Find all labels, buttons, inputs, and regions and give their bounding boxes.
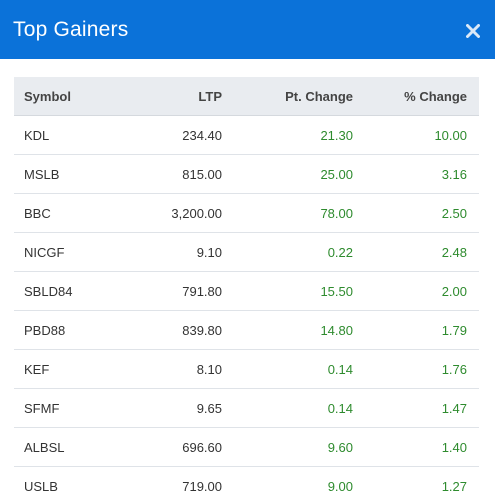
symbol-cell[interactable]: MSLB — [14, 154, 119, 194]
pt-change-cell: 0.22 — [222, 232, 353, 272]
pct-change-cell: 1.79 — [353, 310, 479, 350]
table-row[interactable]: ALBSL 696.60 9.60 1.40 — [14, 427, 479, 467]
symbol-cell[interactable]: KEF — [14, 349, 119, 389]
modal-title: Top Gainers — [13, 17, 129, 41]
pt-change-cell: 21.30 — [222, 115, 353, 155]
pct-change-cell: 3.16 — [353, 154, 479, 194]
ltp-cell: 9.10 — [119, 232, 222, 272]
ltp-cell: 696.60 — [119, 427, 222, 467]
table-row[interactable]: PBD88 839.80 14.80 1.79 — [14, 310, 479, 350]
symbol-cell[interactable]: USLB — [14, 466, 119, 499]
symbol-cell[interactable]: PBD88 — [14, 310, 119, 350]
pt-change-cell: 78.00 — [222, 193, 353, 233]
ltp-cell: 815.00 — [119, 154, 222, 194]
symbol-cell[interactable]: SFMF — [14, 388, 119, 428]
ltp-cell: 234.40 — [119, 115, 222, 155]
modal-header: Top Gainers — [0, 0, 495, 59]
ltp-cell: 839.80 — [119, 310, 222, 350]
pt-change-cell: 25.00 — [222, 154, 353, 194]
table-row[interactable]: MSLB 815.00 25.00 3.16 — [14, 154, 479, 194]
pct-change-cell: 2.48 — [353, 232, 479, 272]
column-header-pt-change[interactable]: Pt. Change — [222, 77, 353, 116]
table-body: KDL 234.40 21.30 10.00 MSLB 815.00 25.00… — [14, 115, 479, 499]
symbol-cell[interactable]: ALBSL — [14, 427, 119, 467]
pct-change-cell: 10.00 — [353, 115, 479, 155]
table-row[interactable]: KEF 8.10 0.14 1.76 — [14, 349, 479, 389]
symbol-cell[interactable]: NICGF — [14, 232, 119, 272]
table-row[interactable]: BBC 3,200.00 78.00 2.50 — [14, 193, 479, 233]
ltp-cell: 9.65 — [119, 388, 222, 428]
ltp-cell: 8.10 — [119, 349, 222, 389]
table-row[interactable]: SFMF 9.65 0.14 1.47 — [14, 388, 479, 428]
table-row[interactable]: KDL 234.40 21.30 10.00 — [14, 115, 479, 155]
table-row[interactable]: NICGF 9.10 0.22 2.48 — [14, 232, 479, 272]
pct-change-cell: 1.76 — [353, 349, 479, 389]
gainers-table-container: Symbol LTP Pt. Change % Change KDL 234.4… — [14, 77, 479, 499]
table-header-row: Symbol LTP Pt. Change % Change — [14, 77, 479, 116]
symbol-cell[interactable]: BBC — [14, 193, 119, 233]
ltp-cell: 719.00 — [119, 466, 222, 499]
close-button[interactable] — [464, 22, 482, 40]
ltp-cell: 3,200.00 — [119, 193, 222, 233]
table-row[interactable]: SBLD84 791.80 15.50 2.00 — [14, 271, 479, 311]
pct-change-cell: 2.50 — [353, 193, 479, 233]
pct-change-cell: 1.27 — [353, 466, 479, 499]
pt-change-cell: 9.00 — [222, 466, 353, 499]
pt-change-cell: 0.14 — [222, 349, 353, 389]
column-header-ltp[interactable]: LTP — [119, 77, 222, 116]
pct-change-cell: 2.00 — [353, 271, 479, 311]
close-icon — [466, 24, 480, 38]
column-header-symbol[interactable]: Symbol — [14, 77, 119, 116]
pct-change-cell: 1.47 — [353, 388, 479, 428]
pt-change-cell: 0.14 — [222, 388, 353, 428]
table-row[interactable]: USLB 719.00 9.00 1.27 — [14, 466, 479, 499]
symbol-cell[interactable]: KDL — [14, 115, 119, 155]
ltp-cell: 791.80 — [119, 271, 222, 311]
gainers-table: Symbol LTP Pt. Change % Change KDL 234.4… — [14, 77, 479, 499]
pt-change-cell: 14.80 — [222, 310, 353, 350]
pct-change-cell: 1.40 — [353, 427, 479, 467]
column-header-pct-change[interactable]: % Change — [353, 77, 479, 116]
symbol-cell[interactable]: SBLD84 — [14, 271, 119, 311]
pt-change-cell: 15.50 — [222, 271, 353, 311]
pt-change-cell: 9.60 — [222, 427, 353, 467]
